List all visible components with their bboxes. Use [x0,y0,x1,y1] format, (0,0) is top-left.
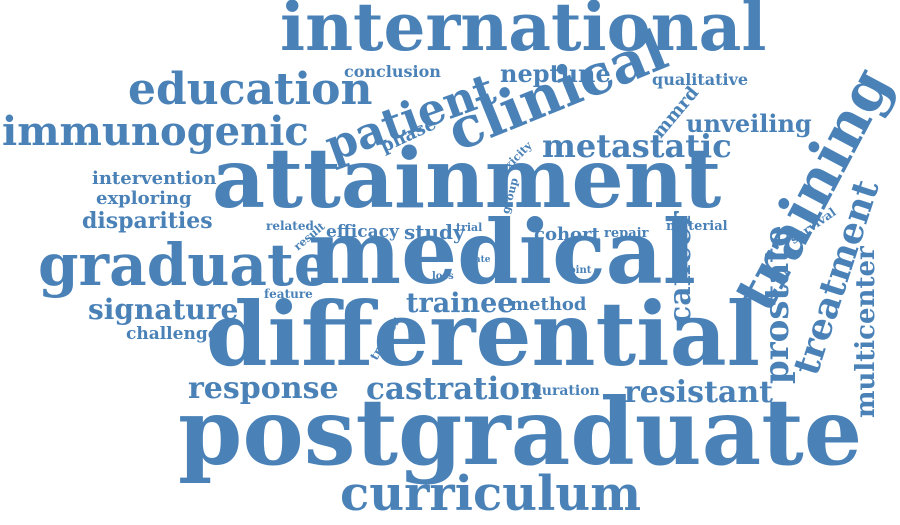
word-prostate: prostate [757,225,797,384]
word-challenge: challenge [126,324,219,344]
word-duration: duration [532,383,600,399]
word-international: international [280,0,767,66]
word-response: response [188,371,339,406]
word-conclusion: conclusion [344,62,441,81]
word-efficacy: efficacy [326,222,399,242]
word-qualitative: qualitative [652,70,749,89]
word-education: education [128,64,373,115]
word-point: point [562,265,592,276]
word-repair: repair [604,226,649,241]
word-trainee: trainee [406,288,515,319]
word-trial: trial [456,221,483,234]
word-loss: loss [432,271,454,282]
word-resistant: resistant [624,375,774,410]
word-cohort: cohort [534,224,600,245]
word-graduate: graduate [38,231,331,299]
word-rate: rate [470,255,491,265]
word-exploring: exploring [96,188,192,209]
word-differential: differential [206,282,761,386]
word-castration: castration [366,371,543,407]
word-curriculum: curriculum [340,466,641,522]
word-metastatic: metastatic [542,127,732,165]
word-method: method [510,294,587,315]
word-study: study [404,220,465,244]
word-attainment: attainment [212,131,722,227]
word-feature: feature [264,287,313,301]
word-intervention: intervention [92,168,217,189]
word-immunogenic: immunogenic [2,108,309,155]
word-medical: medical [308,200,697,304]
word-unveiling: unveiling [686,109,812,138]
word-neptune: neptune [500,59,611,88]
word-disparities: disparities [82,208,213,234]
word-material: material [666,219,728,234]
word-postgraduate: postgraduate [178,378,863,486]
word-signature: signature [88,293,239,326]
word-related: related [266,219,314,233]
